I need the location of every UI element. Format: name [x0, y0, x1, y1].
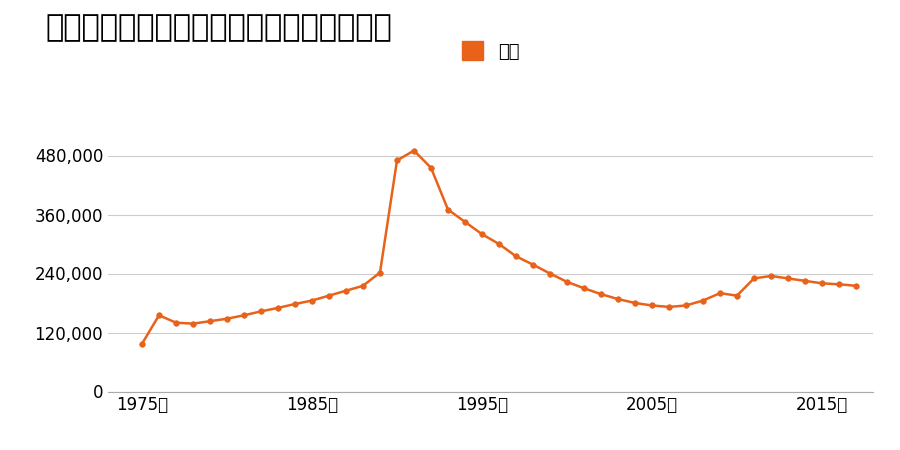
Text: 東京都足立区綾瀬３丁目６番３の地価推移: 東京都足立区綾瀬３丁目６番３の地価推移	[45, 14, 392, 42]
Legend: 価格: 価格	[454, 34, 526, 68]
